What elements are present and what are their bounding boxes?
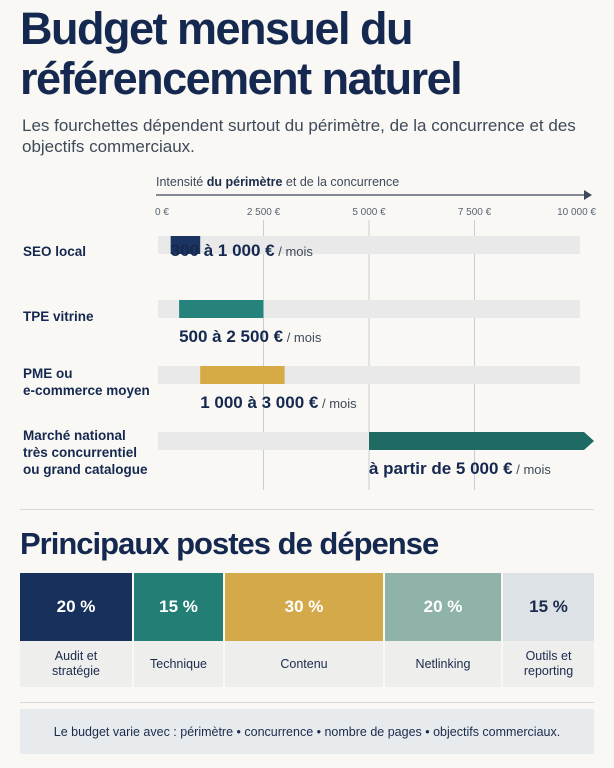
range-bar [369, 432, 594, 450]
breakdown-percent: 20 % [20, 573, 132, 641]
spending-breakdown: 20 % Audit et stratégie 15 % Technique 30 % C… [20, 573, 594, 687]
tick-label: 7 500 € [458, 207, 492, 218]
category-label: SEO local [23, 244, 86, 259]
tick-label: 5 000 € [352, 207, 386, 218]
breakdown-percent: 15 % [503, 573, 594, 641]
range-bar [170, 236, 201, 254]
footer-divider [20, 702, 594, 703]
category-label: e-commerce moyen [23, 383, 150, 398]
breakdown-label: Netlinking [385, 641, 501, 687]
axis-label: Intensité du périmètre et de la concurre… [156, 175, 399, 189]
category-label: Marché national [23, 428, 126, 443]
section-divider [20, 509, 594, 510]
value-label: 1 000 à 3 000 € / mois [200, 393, 357, 412]
breakdown-percent: 20 % [385, 573, 501, 641]
category-label: TPE vitrine [23, 309, 94, 324]
breakdown-label: Technique [134, 641, 223, 687]
breakdown-cell: 15 % Outils et reporting [503, 573, 594, 687]
breakdown-percent: 30 % [225, 573, 383, 641]
value-label: à partir de 5 000 € / mois [369, 459, 551, 478]
breakdown-cell: 20 % Audit et stratégie [20, 573, 132, 687]
category-label: ou grand catalogue [23, 462, 148, 477]
breakdown-label: Audit et stratégie [20, 641, 132, 687]
value-label: 500 à 2 500 € / mois [179, 327, 322, 346]
category-label: très concurrentiel [23, 445, 137, 460]
range-bar [179, 300, 264, 318]
axis-arrow-icon [584, 190, 592, 200]
tick-label: 10 000 € [557, 207, 596, 218]
page-title: Budget mensuel du référencement naturel [20, 3, 463, 104]
footer-note: Le budget varie avec : périmètre • concu… [20, 709, 594, 754]
breakdown-percent: 15 % [134, 573, 223, 641]
breakdown-label: Contenu [225, 641, 383, 687]
bar-track [158, 236, 580, 254]
page-subtitle: Les fourchettes dépendent surtout du pér… [22, 116, 576, 156]
category-label: PME ou [23, 366, 73, 381]
breakdown-label: Outils et reporting [503, 641, 594, 687]
budget-range-chart: Intensité du périmètre et de la concurre… [23, 175, 596, 490]
tick-label: 2 500 € [247, 207, 281, 218]
breakdown-title: Principaux postes de dépense [20, 526, 439, 561]
value-label: 300 à 1 000 € / mois [171, 241, 314, 260]
tick-label: 0 € [155, 207, 169, 218]
breakdown-cell: 20 % Netlinking [385, 573, 501, 687]
range-bar [200, 366, 285, 384]
breakdown-cell: 30 % Contenu [225, 573, 383, 687]
breakdown-cell: 15 % Technique [134, 573, 223, 687]
